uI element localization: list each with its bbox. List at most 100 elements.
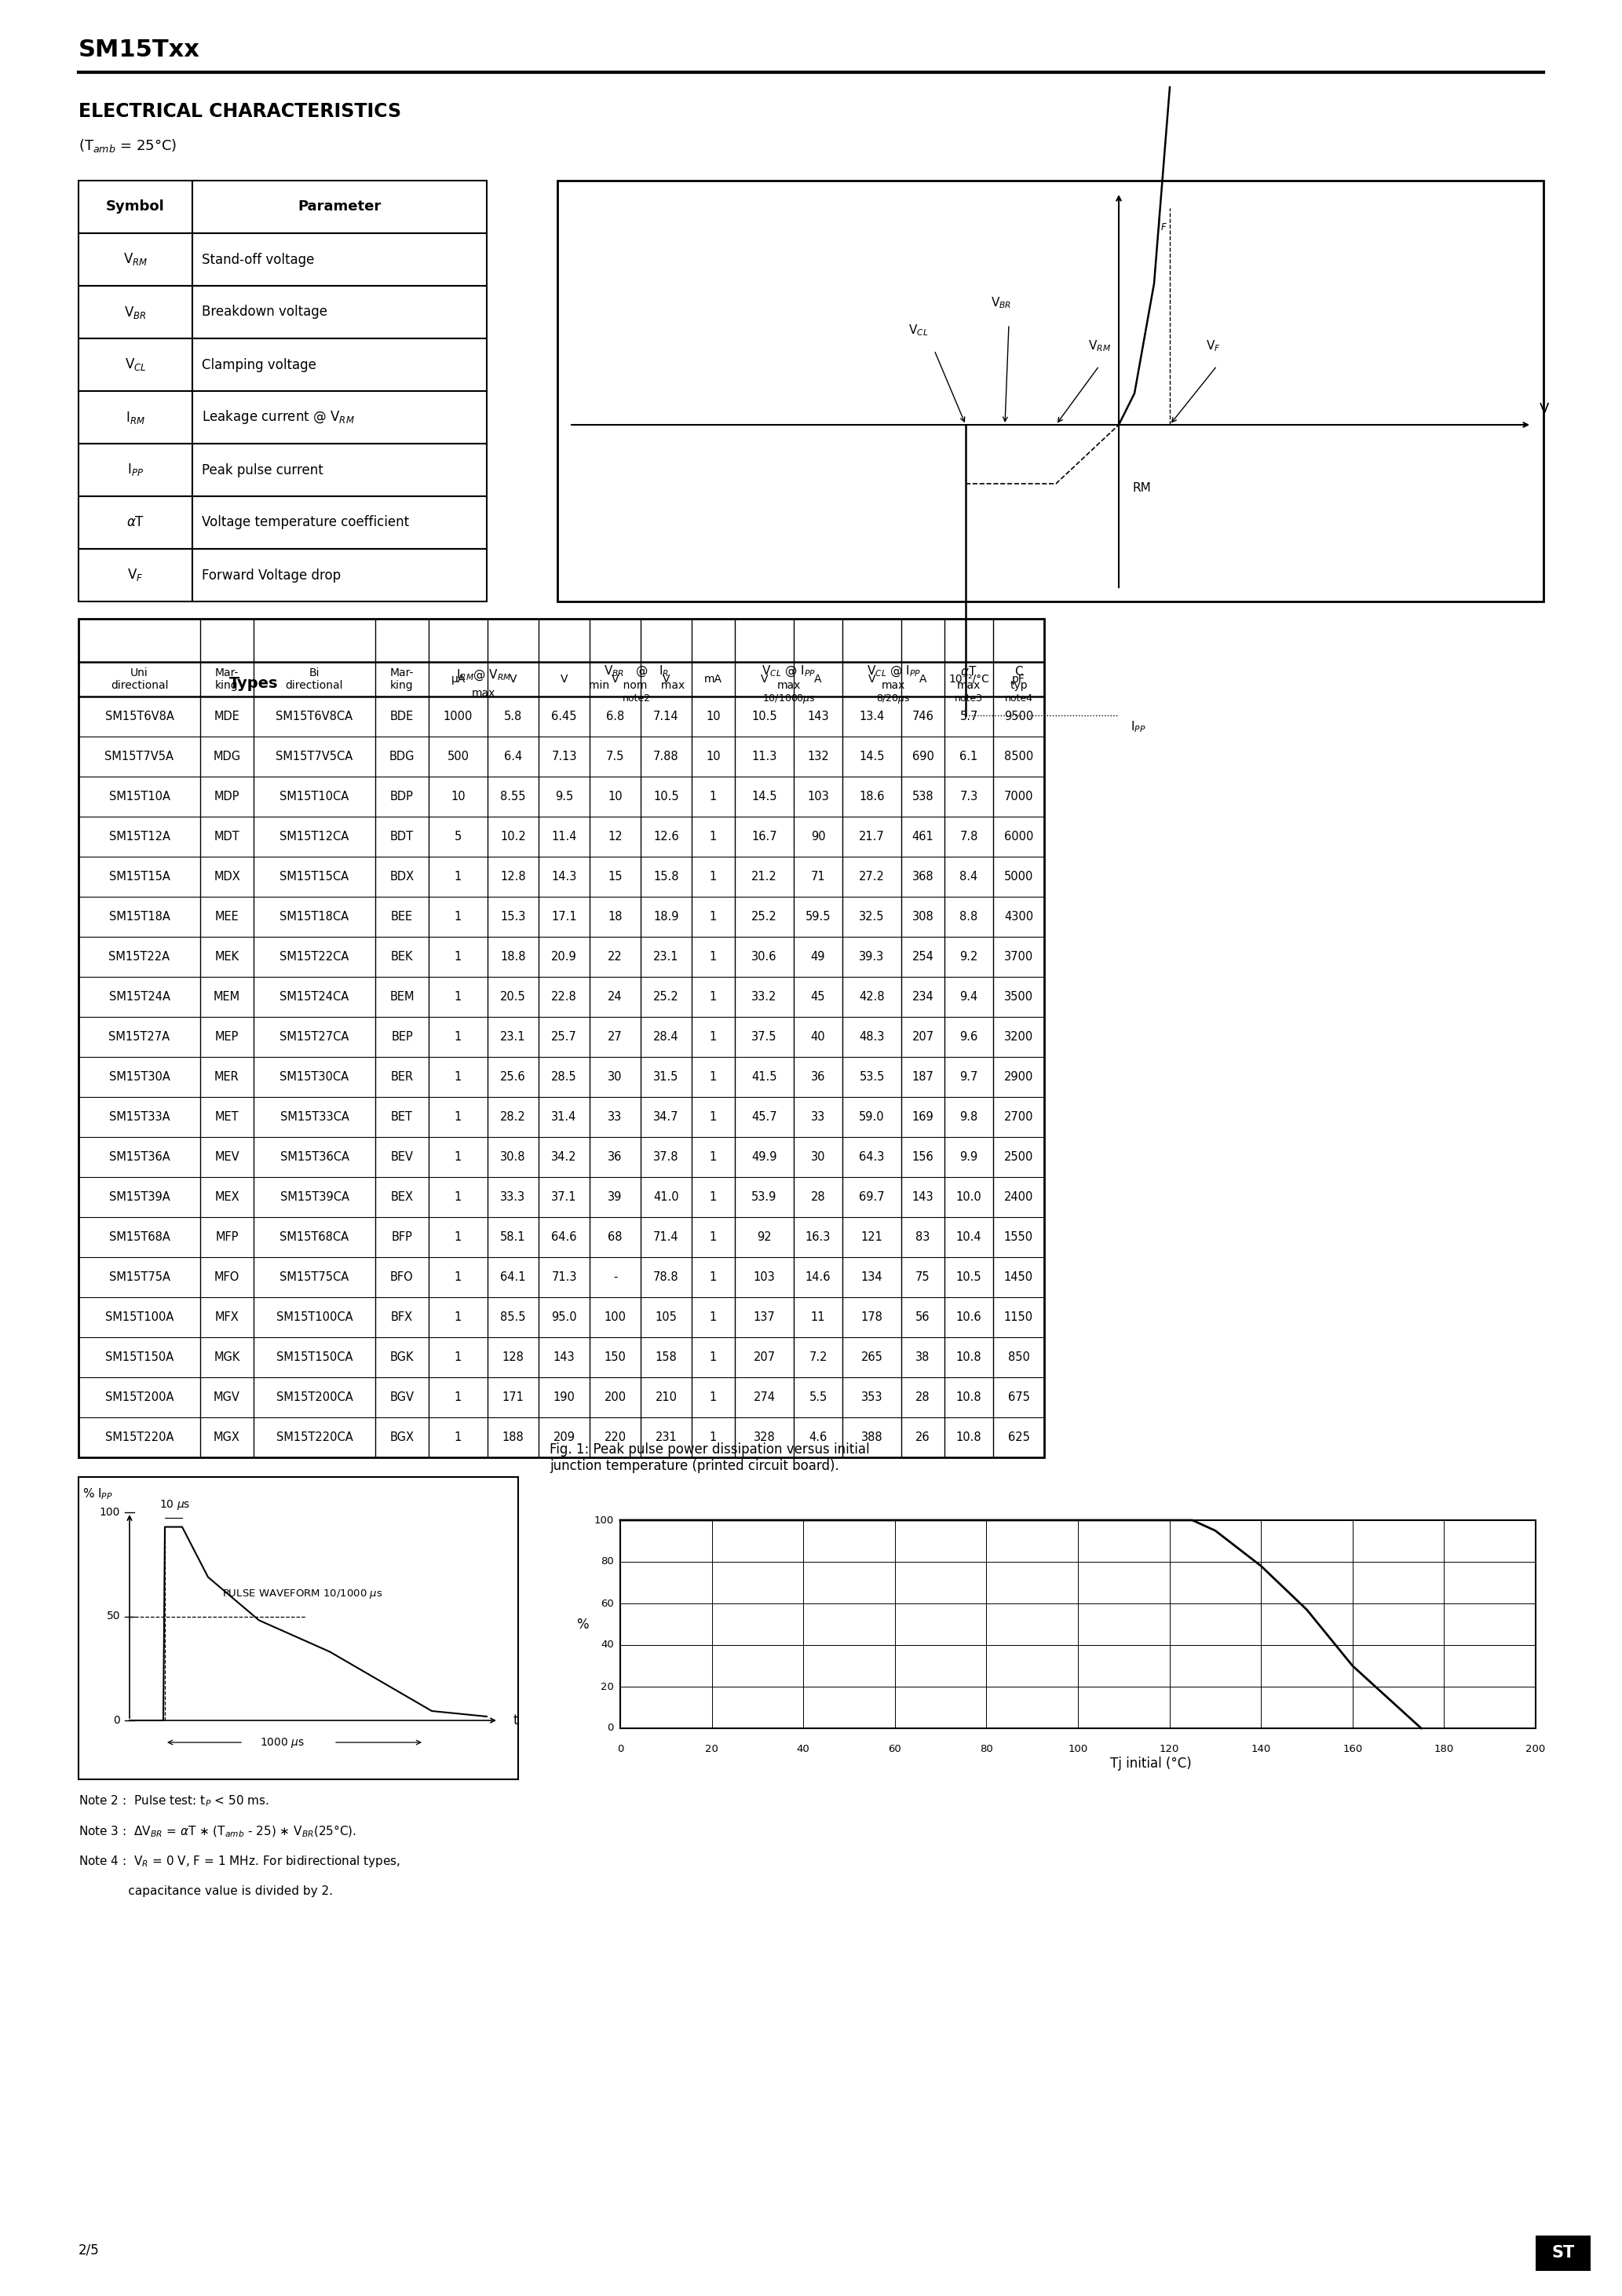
Text: 7.88: 7.88 [654, 751, 680, 762]
Text: I$_{RM}$@ V$_{RM}$: I$_{RM}$@ V$_{RM}$ [456, 668, 511, 682]
Text: BEV: BEV [391, 1150, 414, 1162]
Text: 1: 1 [710, 831, 717, 843]
Text: 25.7: 25.7 [551, 1031, 577, 1042]
Text: BFX: BFX [391, 1311, 414, 1322]
Text: 1: 1 [454, 1070, 462, 1084]
Text: 1: 1 [454, 1272, 462, 1283]
Text: Note 4 :  V$_R$ = 0 V, F = 1 MHz. For bidirectional types,: Note 4 : V$_R$ = 0 V, F = 1 MHz. For bid… [78, 1853, 401, 1869]
Text: 3500: 3500 [1004, 992, 1033, 1003]
Text: 254: 254 [912, 951, 934, 962]
Text: 0: 0 [607, 1724, 615, 1733]
Text: 308: 308 [912, 912, 934, 923]
Text: BGK: BGK [389, 1352, 414, 1364]
Text: 48.3: 48.3 [860, 1031, 884, 1042]
Text: 690: 690 [912, 751, 934, 762]
Bar [78, 285, 193, 338]
Text: 45.7: 45.7 [751, 1111, 777, 1123]
Text: 6000: 6000 [1004, 831, 1033, 843]
Bar [78, 618, 1045, 1458]
Text: 220: 220 [603, 1430, 626, 1444]
Text: 103: 103 [753, 1272, 775, 1283]
Text: 10.4: 10.4 [955, 1231, 981, 1242]
Text: BEP: BEP [391, 1031, 414, 1042]
Text: 25.2: 25.2 [654, 992, 680, 1003]
Text: SM15T68CA: SM15T68CA [281, 1231, 349, 1242]
Text: 53.9: 53.9 [751, 1192, 777, 1203]
Text: SM15T12CA: SM15T12CA [279, 831, 349, 843]
Text: V: V [611, 673, 620, 684]
Text: 12: 12 [608, 831, 623, 843]
Text: 45: 45 [811, 992, 826, 1003]
Text: 2700: 2700 [1004, 1111, 1033, 1123]
Text: 10 $\mu$s: 10 $\mu$s [159, 1499, 190, 1511]
Text: 14.6: 14.6 [805, 1272, 830, 1283]
Text: 64.1: 64.1 [500, 1272, 526, 1283]
Text: 1: 1 [454, 1150, 462, 1162]
Text: 18.8: 18.8 [500, 951, 526, 962]
Text: 9.9: 9.9 [960, 1150, 978, 1162]
Text: 71.4: 71.4 [654, 1231, 680, 1242]
Text: Breakdown voltage: Breakdown voltage [201, 305, 328, 319]
Text: 231: 231 [655, 1430, 676, 1444]
Text: 56: 56 [915, 1311, 929, 1322]
Text: capacitance value is divided by 2.: capacitance value is divided by 2. [78, 1885, 333, 1896]
Text: 137: 137 [753, 1311, 775, 1322]
Text: 128: 128 [503, 1352, 524, 1364]
Text: Symbol: Symbol [105, 200, 165, 214]
Text: V: V [761, 673, 767, 684]
Text: 132: 132 [808, 751, 829, 762]
Text: BET: BET [391, 1111, 414, 1123]
Text: 20.9: 20.9 [551, 951, 577, 962]
Text: 40: 40 [811, 1031, 826, 1042]
Text: 368: 368 [912, 870, 934, 882]
Text: 36: 36 [811, 1070, 826, 1084]
Text: 10.0: 10.0 [955, 1192, 981, 1203]
Text: 100: 100 [594, 1515, 615, 1525]
Text: SM15T39A: SM15T39A [109, 1192, 170, 1203]
Text: BDG: BDG [389, 751, 415, 762]
Text: Bi
directional: Bi directional [285, 668, 344, 691]
Text: 9.2: 9.2 [960, 951, 978, 962]
Text: 16.7: 16.7 [751, 831, 777, 843]
Text: 14.5: 14.5 [860, 751, 884, 762]
Text: SM15T75CA: SM15T75CA [279, 1272, 349, 1283]
Text: MFO: MFO [214, 1272, 240, 1283]
Bar [78, 661, 1045, 696]
Bar [193, 390, 487, 443]
Text: BEE: BEE [391, 912, 414, 923]
Text: 143: 143 [553, 1352, 574, 1364]
Text: SM15T68A: SM15T68A [109, 1231, 170, 1242]
Text: 11.3: 11.3 [751, 751, 777, 762]
Text: 188: 188 [503, 1430, 524, 1444]
Text: BGX: BGX [389, 1430, 414, 1444]
Text: SM15T200A: SM15T200A [105, 1391, 174, 1403]
Text: 1: 1 [710, 1352, 717, 1364]
Text: 17.1: 17.1 [551, 912, 577, 923]
Text: 207: 207 [912, 1031, 934, 1042]
Text: 9.5: 9.5 [555, 790, 573, 804]
Text: Mar-
king: Mar- king [389, 668, 414, 691]
Text: 1: 1 [454, 951, 462, 962]
Text: 1: 1 [710, 1430, 717, 1444]
Text: 8/20$\mu$s: 8/20$\mu$s [876, 693, 910, 705]
Text: 20: 20 [600, 1681, 615, 1692]
Text: PULSE WAVEFORM 10/1000 $\mu$s: PULSE WAVEFORM 10/1000 $\mu$s [222, 1589, 383, 1600]
Text: 6.8: 6.8 [607, 712, 624, 723]
Text: 78.8: 78.8 [654, 1272, 680, 1283]
Text: 234: 234 [912, 992, 934, 1003]
Bar [78, 338, 193, 390]
Text: Types: Types [229, 675, 277, 691]
Text: SM15T15CA: SM15T15CA [281, 870, 349, 882]
Text: 10.5: 10.5 [654, 790, 680, 804]
Text: SM15T15A: SM15T15A [109, 870, 170, 882]
Text: 1: 1 [454, 1031, 462, 1042]
Text: SM15T30A: SM15T30A [109, 1070, 170, 1084]
Text: SM15T33CA: SM15T33CA [281, 1111, 349, 1123]
Text: 1: 1 [454, 1391, 462, 1403]
Text: 6.4: 6.4 [504, 751, 522, 762]
Text: 103: 103 [808, 790, 829, 804]
Text: 1: 1 [454, 1352, 462, 1364]
Text: 28.2: 28.2 [500, 1111, 526, 1123]
Text: 187: 187 [912, 1070, 934, 1084]
Text: 0: 0 [616, 1745, 623, 1754]
